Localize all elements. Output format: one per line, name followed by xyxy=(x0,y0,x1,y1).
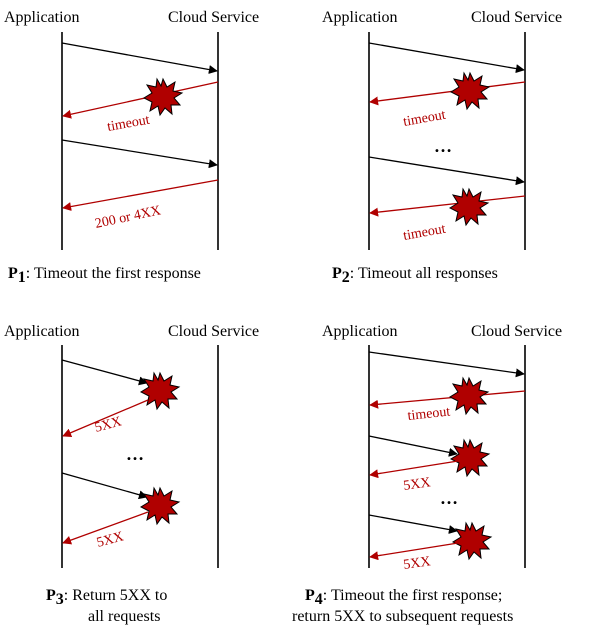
p2-caption: P2: Timeout all responses xyxy=(332,265,498,286)
p4-timeout-response-arrow xyxy=(369,390,526,409)
p4-5xx-response-arrow-2 xyxy=(369,542,459,561)
p3-application-label: Application xyxy=(4,323,80,340)
p2-timeout-label-1: timeout xyxy=(402,108,447,130)
p1-application-label: Application xyxy=(4,9,80,26)
p3-request-arrow-2 xyxy=(61,472,148,500)
p3-5xx-label-2: 5XX xyxy=(95,529,125,551)
p3-5xx-response-arrow-2 xyxy=(62,511,149,545)
p4-caption-line-1: P4: Timeout the first response; xyxy=(305,587,502,608)
panel-p3: Application Cloud Service 5XX … 5XX P3: … xyxy=(4,323,259,625)
p2-request-arrow-1 xyxy=(368,42,525,74)
p1-cloud-service-label: Cloud Service xyxy=(168,9,259,26)
p4-cloud-service-label: Cloud Service xyxy=(471,323,562,340)
p3-caption-line-1: P3: Return 5XX to xyxy=(46,587,167,608)
p4-request-arrow-3 xyxy=(368,514,458,534)
p2-timeout-response-arrow-1 xyxy=(369,81,526,106)
panel-p4: Application Cloud Service timeout 5XX … … xyxy=(292,323,562,625)
p4-failure-burst-icon-3 xyxy=(452,522,492,560)
p1-timeout-label: timeout xyxy=(106,113,151,135)
p1-caption: P1: Timeout the first response xyxy=(8,265,201,286)
p3-ellipsis: … xyxy=(126,444,144,464)
p3-caption-line-2: all requests xyxy=(88,608,160,625)
p4-failure-burst-icon-2 xyxy=(450,439,490,477)
p3-request-arrow-1 xyxy=(61,359,148,386)
p1-request-arrow-2 xyxy=(61,139,218,169)
p4-5xx-response-arrow-1 xyxy=(369,460,459,479)
p4-ellipsis: … xyxy=(440,488,458,508)
p1-failure-burst-icon xyxy=(143,78,183,116)
p2-failure-burst-icon-1 xyxy=(450,72,490,110)
p3-5xx-label-1: 5XX xyxy=(93,414,123,436)
p2-timeout-label-2: timeout xyxy=(402,222,447,244)
p2-cloud-service-label: Cloud Service xyxy=(471,9,562,26)
p2-ellipsis: … xyxy=(434,136,452,156)
p2-request-arrow-2 xyxy=(368,156,525,186)
p2-timeout-response-arrow-2 xyxy=(369,195,526,217)
p1-timeout-response-arrow xyxy=(62,81,219,119)
p1-ok-label: 200 or 4XX xyxy=(94,203,163,232)
panel-p2: Application Cloud Service timeout … time… xyxy=(322,9,562,286)
p3-5xx-response-arrow-1 xyxy=(62,399,149,437)
p1-ok-response-arrow xyxy=(62,179,219,211)
p2-failure-burst-icon-2 xyxy=(449,188,489,226)
p3-failure-burst-icon-1 xyxy=(140,372,180,410)
p4-caption-line-2: return 5XX to subsequent requests xyxy=(292,608,513,625)
p1-request-arrow-1 xyxy=(61,42,218,74)
p2-application-label: Application xyxy=(322,9,398,26)
p4-request-arrow-2 xyxy=(368,435,458,457)
p4-5xx-label-1: 5XX xyxy=(402,475,431,494)
p4-request-arrow-1 xyxy=(368,351,525,378)
p3-cloud-service-label: Cloud Service xyxy=(168,323,259,340)
p3-failure-burst-icon-2 xyxy=(140,487,180,525)
p4-application-label: Application xyxy=(322,323,398,340)
panel-p1: Application Cloud Service timeout 200 or… xyxy=(4,9,259,286)
p4-timeout-label: timeout xyxy=(407,405,451,424)
p4-failure-burst-icon-1 xyxy=(449,377,489,415)
p4-5xx-label-2: 5XX xyxy=(402,554,431,573)
